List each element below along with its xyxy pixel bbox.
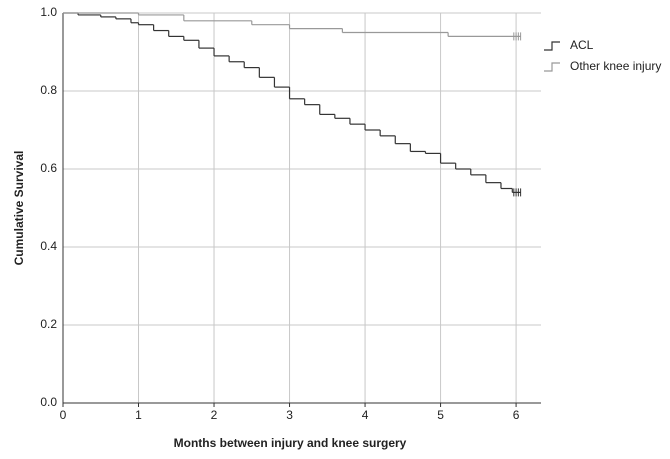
x-tick-label: 5: [437, 408, 444, 422]
legend-swatch: [544, 41, 560, 51]
legend-swatch: [544, 62, 560, 72]
y-tick-label: 0.8: [40, 83, 57, 97]
y-tick-label: 1.0: [40, 5, 57, 19]
x-tick-label: 2: [211, 408, 218, 422]
y-tick-label: 0.0: [40, 395, 57, 409]
y-tick-label: 0.4: [40, 239, 57, 253]
y-axis-label: Cumulative Survival: [12, 151, 26, 266]
x-tick-label: 4: [362, 408, 369, 422]
x-tick-label: 6: [513, 408, 520, 422]
y-tick-label: 0.6: [40, 161, 57, 175]
x-tick-label: 0: [60, 408, 67, 422]
x-axis-label: Months between injury and knee surgery: [174, 436, 407, 450]
legend-label: Other knee injury: [570, 59, 661, 73]
legend-label: ACL: [570, 38, 594, 52]
y-tick-label: 0.2: [40, 317, 57, 331]
x-tick-label: 1: [135, 408, 142, 422]
x-tick-label: 3: [286, 408, 293, 422]
